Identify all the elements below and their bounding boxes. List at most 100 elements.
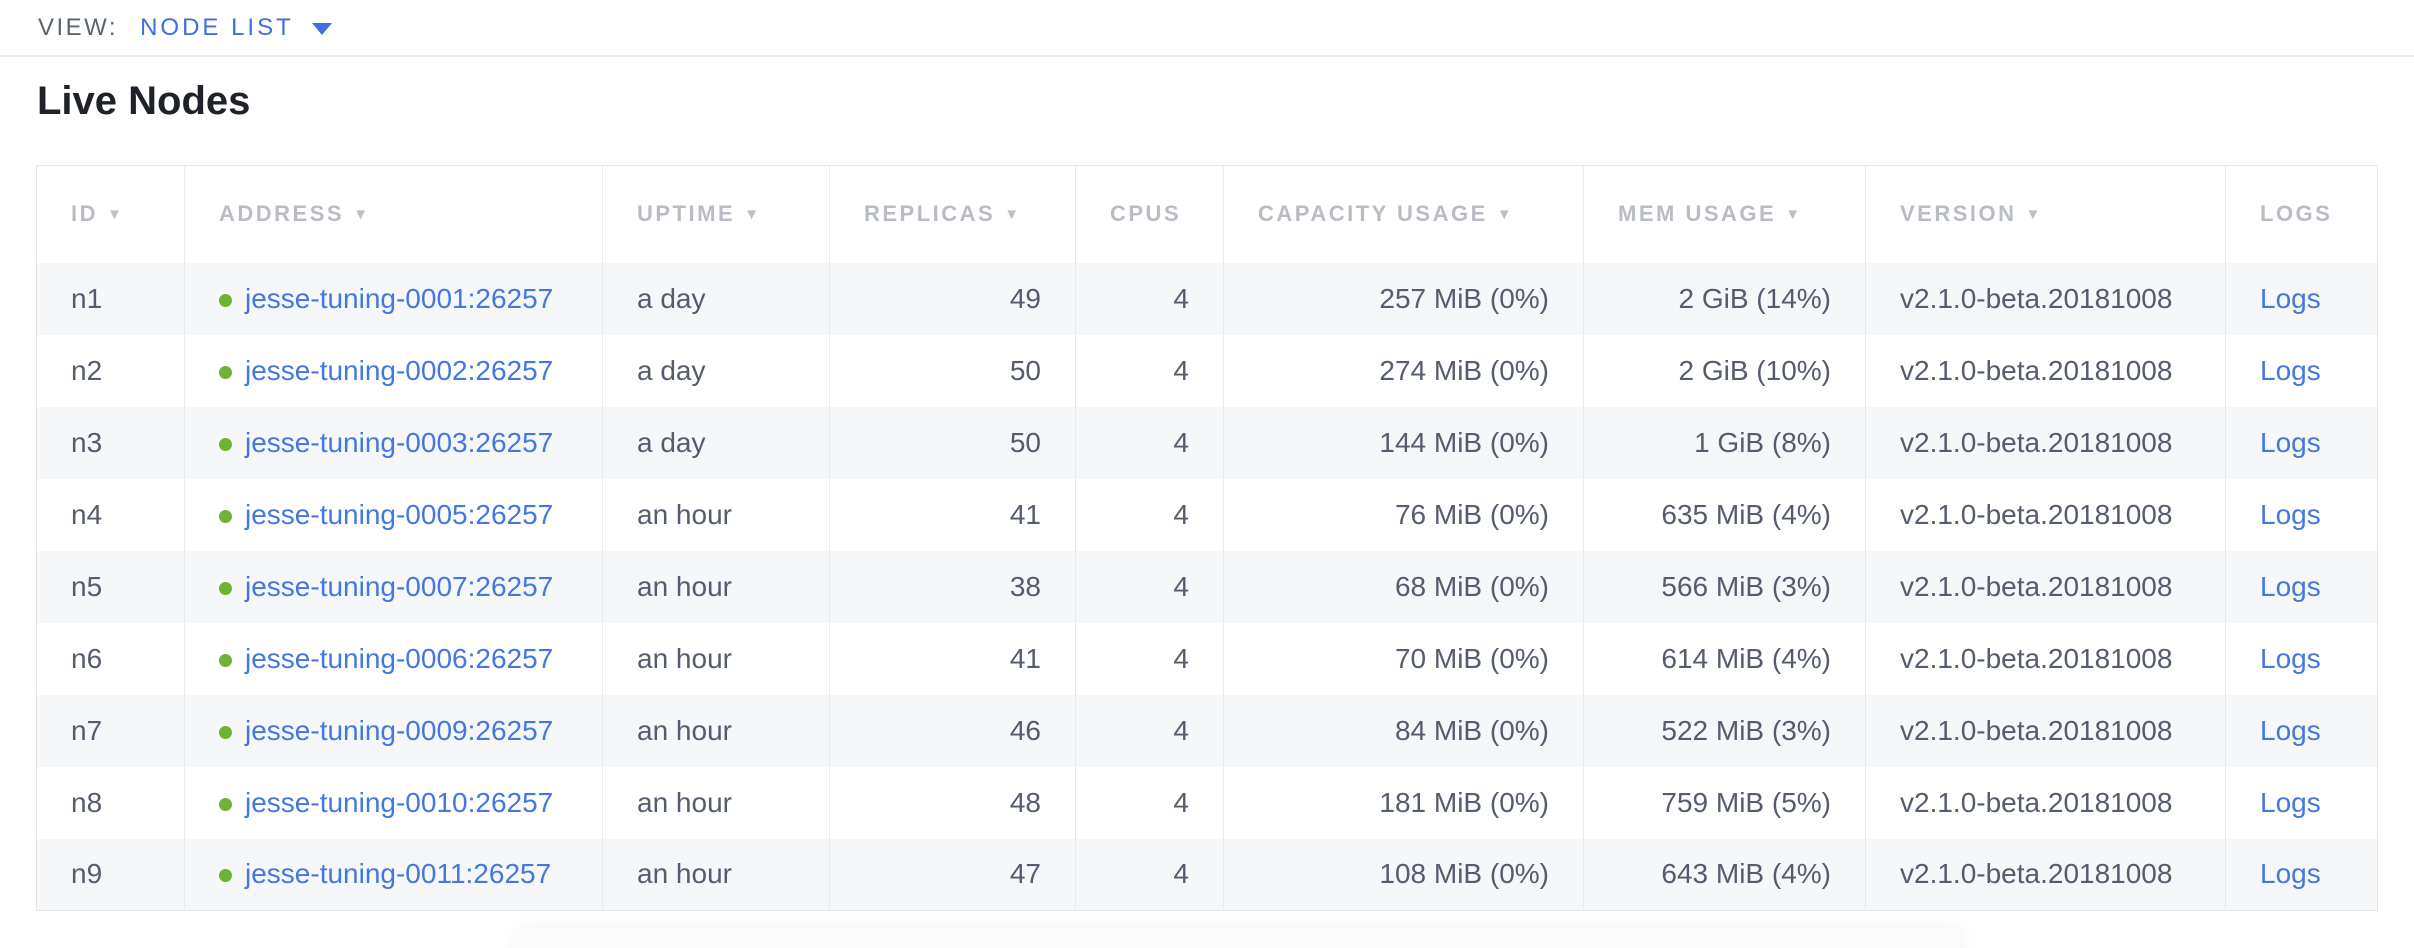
cell-version: v2.1.0-beta.20181008 <box>1865 622 2226 695</box>
node-live-icon <box>219 509 232 523</box>
live-nodes-table: ID ▼ ADDRESS ▼ UPTIME ▼ REPLICAS ▼ CPUS CAPACITY … <box>36 165 2378 911</box>
logs-link[interactable]: Logs <box>2260 282 2321 314</box>
chevron-down-icon <box>311 23 332 35</box>
sort-arrow-icon: ▼ <box>744 206 762 224</box>
logs-link[interactable]: Logs <box>2260 642 2321 674</box>
node-address-link[interactable]: jesse-tuning-0006:26257 <box>245 642 554 674</box>
node-address-link[interactable]: jesse-tuning-0002:26257 <box>245 354 554 386</box>
column-header-version[interactable]: VERSION ▼ <box>1865 165 2226 263</box>
column-header-address[interactable]: ADDRESS ▼ <box>184 165 603 263</box>
cell-address: jesse-tuning-0002:26257 <box>184 334 603 407</box>
cell-id: n9 <box>36 838 185 911</box>
cell-address: jesse-tuning-0009:26257 <box>184 694 603 767</box>
cell-mem_usage: 566 MiB (3%) <box>1583 550 1866 623</box>
cell-id: n2 <box>36 334 185 407</box>
cell-logs: Logs <box>2225 838 2378 911</box>
cell-capacity_usage: 76 MiB (0%) <box>1223 478 1584 551</box>
column-header-id[interactable]: ID ▼ <box>36 165 185 263</box>
node-live-icon <box>219 797 232 811</box>
node-address-link[interactable]: jesse-tuning-0010:26257 <box>245 786 554 818</box>
logs-link[interactable]: Logs <box>2260 570 2321 602</box>
cell-uptime: an hour <box>602 694 830 767</box>
cell-logs: Logs <box>2225 478 2378 551</box>
node-address-link[interactable]: jesse-tuning-0005:26257 <box>245 498 554 530</box>
cell-id: n8 <box>36 766 185 839</box>
view-label: VIEW: <box>38 13 119 41</box>
node-row-n1: n1 jesse-tuning-0001:26257 a day 49 4 257 MiB… <box>36 262 2378 335</box>
cell-uptime: a day <box>602 262 830 335</box>
cell-cpus: 4 <box>1075 406 1224 479</box>
cell-capacity_usage: 70 MiB (0%) <box>1223 622 1584 695</box>
column-header-label: UPTIME <box>637 201 736 227</box>
cell-logs: Logs <box>2225 334 2378 407</box>
node-row-n7: n7 jesse-tuning-0009:26257 an hour 46 4 84 Mi… <box>36 694 2378 767</box>
cell-mem_usage: 635 MiB (4%) <box>1583 478 1866 551</box>
cell-cpus: 4 <box>1075 838 1224 911</box>
cell-id: n7 <box>36 694 185 767</box>
cell-mem_usage: 759 MiB (5%) <box>1583 766 1866 839</box>
node-address-link[interactable]: jesse-tuning-0003:26257 <box>245 426 554 458</box>
cell-address: jesse-tuning-0001:26257 <box>184 262 603 335</box>
page-bottom-shadow <box>516 928 1961 948</box>
cell-capacity_usage: 68 MiB (0%) <box>1223 550 1584 623</box>
page-title: Live Nodes <box>37 79 251 123</box>
logs-link[interactable]: Logs <box>2260 714 2321 746</box>
cell-replicas: 41 <box>829 622 1076 695</box>
column-header-label: VERSION <box>1900 201 2017 227</box>
logs-link[interactable]: Logs <box>2260 426 2321 458</box>
column-header-label: CPUS <box>1110 201 1182 227</box>
cell-id: n4 <box>36 478 185 551</box>
view-dropdown[interactable]: NODE LIST <box>140 14 332 42</box>
column-header-uptime[interactable]: UPTIME ▼ <box>602 165 830 263</box>
column-header-mem_usage[interactable]: MEM USAGE ▼ <box>1583 165 1866 263</box>
column-header-label: CAPACITY USAGE <box>1258 201 1488 227</box>
cell-address: jesse-tuning-0003:26257 <box>184 406 603 479</box>
cell-id: n6 <box>36 622 185 695</box>
node-address-link[interactable]: jesse-tuning-0007:26257 <box>245 570 554 602</box>
cell-version: v2.1.0-beta.20181008 <box>1865 766 2226 839</box>
column-header-replicas[interactable]: REPLICAS ▼ <box>829 165 1076 263</box>
cell-logs: Logs <box>2225 262 2378 335</box>
cell-capacity_usage: 181 MiB (0%) <box>1223 766 1584 839</box>
column-header-label: REPLICAS <box>864 201 996 227</box>
node-row-n5: n5 jesse-tuning-0007:26257 an hour 38 4 68 Mi… <box>36 550 2378 623</box>
cell-address: jesse-tuning-0006:26257 <box>184 622 603 695</box>
logs-link[interactable]: Logs <box>2260 858 2321 890</box>
cell-uptime: an hour <box>602 550 830 623</box>
cell-version: v2.1.0-beta.20181008 <box>1865 694 2226 767</box>
logs-link[interactable]: Logs <box>2260 786 2321 818</box>
node-live-icon <box>219 725 232 739</box>
cell-id: n1 <box>36 262 185 335</box>
cell-replicas: 47 <box>829 838 1076 911</box>
cell-mem_usage: 2 GiB (10%) <box>1583 334 1866 407</box>
node-row-n2: n2 jesse-tuning-0002:26257 a day 50 4 274 MiB… <box>36 334 2378 407</box>
column-header-capacity_usage[interactable]: CAPACITY USAGE ▼ <box>1223 165 1584 263</box>
sort-arrow-icon: ▼ <box>1785 206 1803 224</box>
cell-logs: Logs <box>2225 694 2378 767</box>
node-live-icon <box>219 293 232 307</box>
cell-cpus: 4 <box>1075 262 1224 335</box>
column-header-label: ID <box>71 201 98 227</box>
column-header-logs: LOGS <box>2225 165 2378 263</box>
cell-capacity_usage: 257 MiB (0%) <box>1223 262 1584 335</box>
cell-mem_usage: 522 MiB (3%) <box>1583 694 1866 767</box>
cell-uptime: an hour <box>602 478 830 551</box>
cell-cpus: 4 <box>1075 334 1224 407</box>
logs-link[interactable]: Logs <box>2260 498 2321 530</box>
logs-link[interactable]: Logs <box>2260 354 2321 386</box>
cell-mem_usage: 643 MiB (4%) <box>1583 838 1866 911</box>
cell-version: v2.1.0-beta.20181008 <box>1865 478 2226 551</box>
cell-logs: Logs <box>2225 406 2378 479</box>
node-live-icon <box>219 365 232 379</box>
cell-capacity_usage: 274 MiB (0%) <box>1223 334 1584 407</box>
cell-uptime: an hour <box>602 622 830 695</box>
column-header-label: ADDRESS <box>219 201 345 227</box>
cell-mem_usage: 614 MiB (4%) <box>1583 622 1866 695</box>
node-address-link[interactable]: jesse-tuning-0009:26257 <box>245 714 554 746</box>
cell-replicas: 49 <box>829 262 1076 335</box>
node-address-link[interactable]: jesse-tuning-0001:26257 <box>245 282 554 314</box>
sort-arrow-icon: ▼ <box>2025 206 2043 224</box>
cell-version: v2.1.0-beta.20181008 <box>1865 838 2226 911</box>
node-address-link[interactable]: jesse-tuning-0011:26257 <box>245 858 552 890</box>
cell-replicas: 46 <box>829 694 1076 767</box>
